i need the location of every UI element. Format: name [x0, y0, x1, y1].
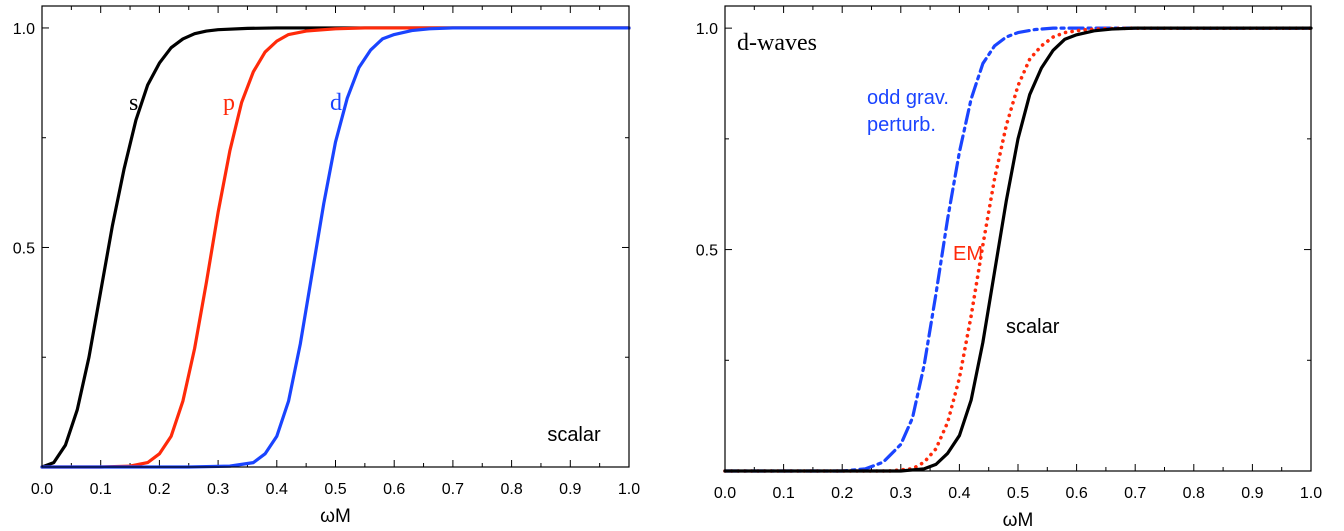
- scalar-chart-y-tick-label: 0.5: [13, 240, 35, 257]
- scalar-chart-series-label: d: [330, 90, 342, 116]
- d-waves-chart-series-line-em: [723, 26, 1313, 473]
- scalar-chart-y-tick-label: 1.0: [13, 21, 35, 38]
- scalar-chart-x-tick-label: 0.8: [500, 481, 522, 498]
- d-waves-chart-x-tick-label: 0.2: [831, 485, 853, 502]
- scalar-chart-series-line-d: [40, 26, 631, 469]
- scalar-chart-x-tick-label: 0.9: [559, 481, 581, 498]
- scalar-chart-series-line-s: [40, 26, 631, 469]
- d-waves-chart-x-tick-label: 1.0: [1300, 485, 1322, 502]
- d-waves-chart-series-label: scalar: [1006, 316, 1060, 338]
- scalar-chart-x-axis-title: ωM: [320, 506, 351, 527]
- d-waves-chart-title: d-waves: [737, 30, 817, 56]
- d-waves-chart-x-tick-label: 0.6: [1065, 485, 1087, 502]
- scalar-chart-frame: [41, 5, 630, 468]
- scalar-chart-x-tick-label: 0.6: [383, 481, 405, 498]
- d-waves-chart-x-tick-label: 0.8: [1183, 485, 1205, 502]
- scalar-chart-x-tick-label: 0.5: [324, 481, 346, 498]
- d-waves-chart-series-line-scalar: [723, 26, 1313, 473]
- d-waves-chart-x-tick-label: 0.4: [948, 485, 970, 502]
- d-waves-chart-x-tick-label: 0.3: [890, 485, 912, 502]
- scalar-chart-annotation: scalar: [547, 424, 601, 446]
- scalar-chart-series-line-p: [40, 26, 631, 469]
- d-waves-chart-y-tick-label: 1.0: [696, 21, 718, 38]
- scalar-chart-panel: 0.0 0.1 0.2 0.3 0.4 0.5 0.6 0.7 0.8 0.9 1.0 0.5 1.0 s…: [13, 5, 640, 527]
- scalar-chart-x-tick-label: 0.3: [207, 481, 229, 498]
- d-waves-chart-marks: 0.0 0.1 0.2 0.3 0.4 0.5 0.6 0.7 0.8 0.9 1.0 0.5 1.0 o…: [696, 6, 1322, 502]
- d-waves-chart-x-tick-label: 0.7: [1124, 485, 1146, 502]
- scalar-chart-series-label: p: [223, 90, 235, 116]
- d-waves-chart-frame: [724, 5, 1312, 472]
- scalar-chart-x-tick-label: 0.2: [148, 481, 170, 498]
- d-waves-chart-series-label: EM: [953, 243, 983, 265]
- scalar-chart-marks: 0.0 0.1 0.2 0.3 0.4 0.5 0.6 0.7 0.8 0.9 1.0 0.5 1.0 s…: [13, 6, 640, 498]
- scalar-chart-series-label: s: [129, 90, 138, 116]
- scalar-chart-x-tick-label: 0.1: [90, 481, 112, 498]
- d-waves-chart-panel: 0.0 0.1 0.2 0.3 0.4 0.5 0.6 0.7 0.8 0.9 1.0 0.5 1.0 o…: [696, 5, 1322, 531]
- d-waves-chart-x-axis-title: ωM: [1003, 510, 1034, 531]
- scalar-chart-x-tick-label: 0.7: [442, 481, 464, 498]
- scalar-chart-x-tick-label: 0.4: [266, 481, 288, 498]
- d-waves-chart-series-line-odd-grav-perturb-: [723, 26, 1313, 473]
- d-waves-chart-y-tick-label: 0.5: [696, 243, 718, 260]
- d-waves-chart-x-tick-label: 0.1: [772, 485, 794, 502]
- d-waves-chart-x-tick-label: 0.5: [1007, 485, 1029, 502]
- d-waves-chart-series-label: odd grav. perturb.: [867, 87, 949, 136]
- d-waves-chart-x-tick-label: 0.0: [714, 485, 736, 502]
- scalar-chart-x-tick-label: 1.0: [618, 481, 640, 498]
- scalar-chart-x-tick-label: 0.0: [31, 481, 53, 498]
- d-waves-chart-x-tick-label: 0.9: [1241, 485, 1263, 502]
